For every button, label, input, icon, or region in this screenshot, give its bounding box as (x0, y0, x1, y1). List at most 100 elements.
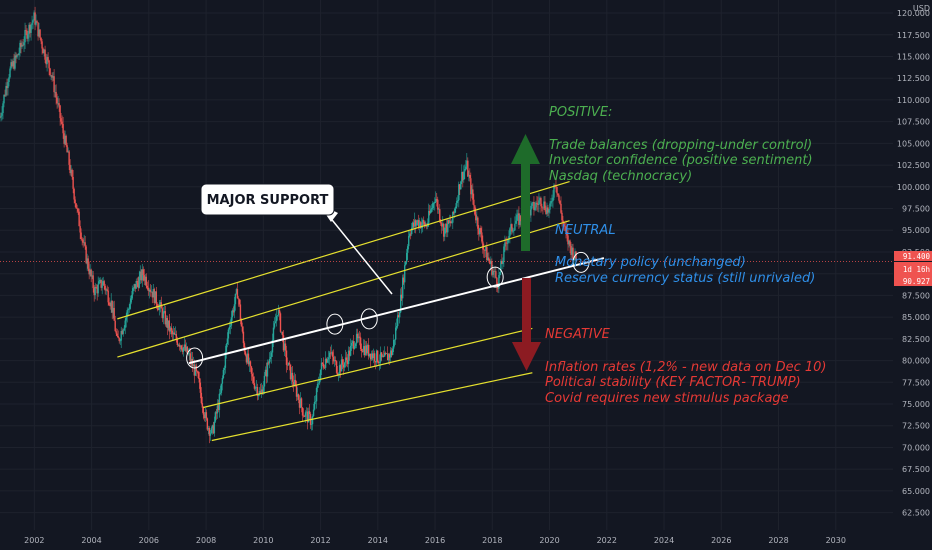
time-axis[interactable]: 2002 2004 2006 2008 2010 2012 2014 2016 2018 2020… (24, 536, 846, 545)
candle-body (480, 228, 482, 233)
candle-body (224, 351, 227, 368)
candle-body (73, 188, 75, 200)
time-tick-label: 2004 (81, 536, 101, 545)
candle-body (17, 54, 19, 56)
candle-body (216, 405, 219, 414)
negative-item: Political stability (KEY FACTOR- TRUMP) (545, 375, 801, 390)
trend-line (117, 181, 570, 320)
candle-body (34, 12, 36, 25)
candle-body (209, 433, 212, 436)
candle-body (126, 310, 128, 317)
candle-body (548, 209, 550, 213)
candle-body (287, 362, 290, 366)
candle-body (46, 57, 48, 65)
candle-body (398, 315, 400, 318)
candle-body (564, 226, 566, 227)
candle-body (141, 269, 143, 281)
candle-body (133, 284, 135, 289)
candle-body (384, 352, 387, 354)
candle-body (54, 91, 56, 93)
candle-body (471, 189, 473, 195)
candle-body (123, 327, 125, 331)
major-support-callout[interactable]: MAJOR SUPPORT (200, 183, 393, 295)
price-tags: 91.400 1d 16h 90.927 (894, 251, 932, 286)
candle-body (201, 403, 204, 408)
time-tick-label: 2018 (482, 536, 502, 545)
candle-body (184, 344, 187, 351)
candle-body (254, 387, 257, 389)
candle-body (456, 201, 458, 207)
candle-body (511, 224, 513, 232)
candle-body (466, 160, 468, 167)
candle-body (345, 357, 348, 361)
candle-body (295, 385, 298, 397)
candle-body (539, 198, 541, 201)
candle-body (570, 245, 572, 255)
candle-body (75, 203, 77, 209)
candle-body (538, 200, 540, 205)
candle-body (53, 76, 55, 93)
candle-body (144, 276, 146, 281)
candle-body (489, 260, 491, 264)
candle-body (406, 252, 408, 262)
candle-body (519, 215, 521, 225)
candle-body (534, 207, 536, 210)
candle-body (182, 347, 185, 352)
candle-body (239, 304, 242, 321)
candle-body (395, 326, 398, 328)
candle-body (267, 362, 270, 364)
candle-body (288, 362, 291, 365)
candle-body (60, 118, 62, 122)
candle-body (33, 12, 35, 21)
candle-body (83, 242, 85, 243)
candle-body (210, 428, 213, 434)
candle-body (138, 276, 140, 288)
candle-body (84, 242, 86, 247)
price-tick-label: 97.500 (902, 205, 930, 214)
candle-body (93, 288, 95, 296)
candle-body (543, 201, 545, 209)
candle-body (91, 275, 93, 277)
candle-body (87, 258, 89, 269)
candle-body (530, 205, 532, 216)
candle-body (236, 289, 239, 299)
candle-body (149, 289, 151, 292)
candle-body (162, 311, 164, 319)
candle-body (127, 309, 129, 311)
candle-body (472, 189, 474, 200)
candle-body (153, 289, 155, 303)
candle-body (231, 310, 234, 318)
candle-body (567, 235, 569, 245)
candle-body (15, 55, 17, 58)
candle-body (562, 220, 564, 223)
candle-body (114, 320, 116, 332)
candle-body (364, 345, 367, 356)
candle-body (106, 289, 108, 291)
candle-body (45, 59, 47, 65)
candle-body (98, 281, 100, 284)
candle-body (146, 285, 148, 288)
candle-body (556, 186, 558, 194)
candle-body (509, 228, 511, 237)
candle-body (186, 346, 189, 355)
candle-body (72, 176, 74, 189)
candle-body (220, 383, 223, 393)
candle-body (166, 317, 168, 328)
time-tick-label: 2030 (826, 536, 846, 545)
candle-body (234, 293, 237, 305)
candle-body (277, 309, 280, 316)
candle-body (189, 353, 192, 362)
candle-body (504, 242, 506, 247)
candle-body (314, 401, 317, 402)
candle-body (496, 277, 498, 286)
candle-body (558, 195, 560, 201)
candle-body (376, 350, 379, 362)
candle-body (514, 223, 516, 231)
candle-body (25, 30, 27, 31)
candle-body (360, 348, 363, 352)
candle-body (156, 304, 158, 308)
candle-body (169, 327, 171, 332)
candle-body (222, 370, 225, 378)
candle-body (241, 326, 244, 332)
